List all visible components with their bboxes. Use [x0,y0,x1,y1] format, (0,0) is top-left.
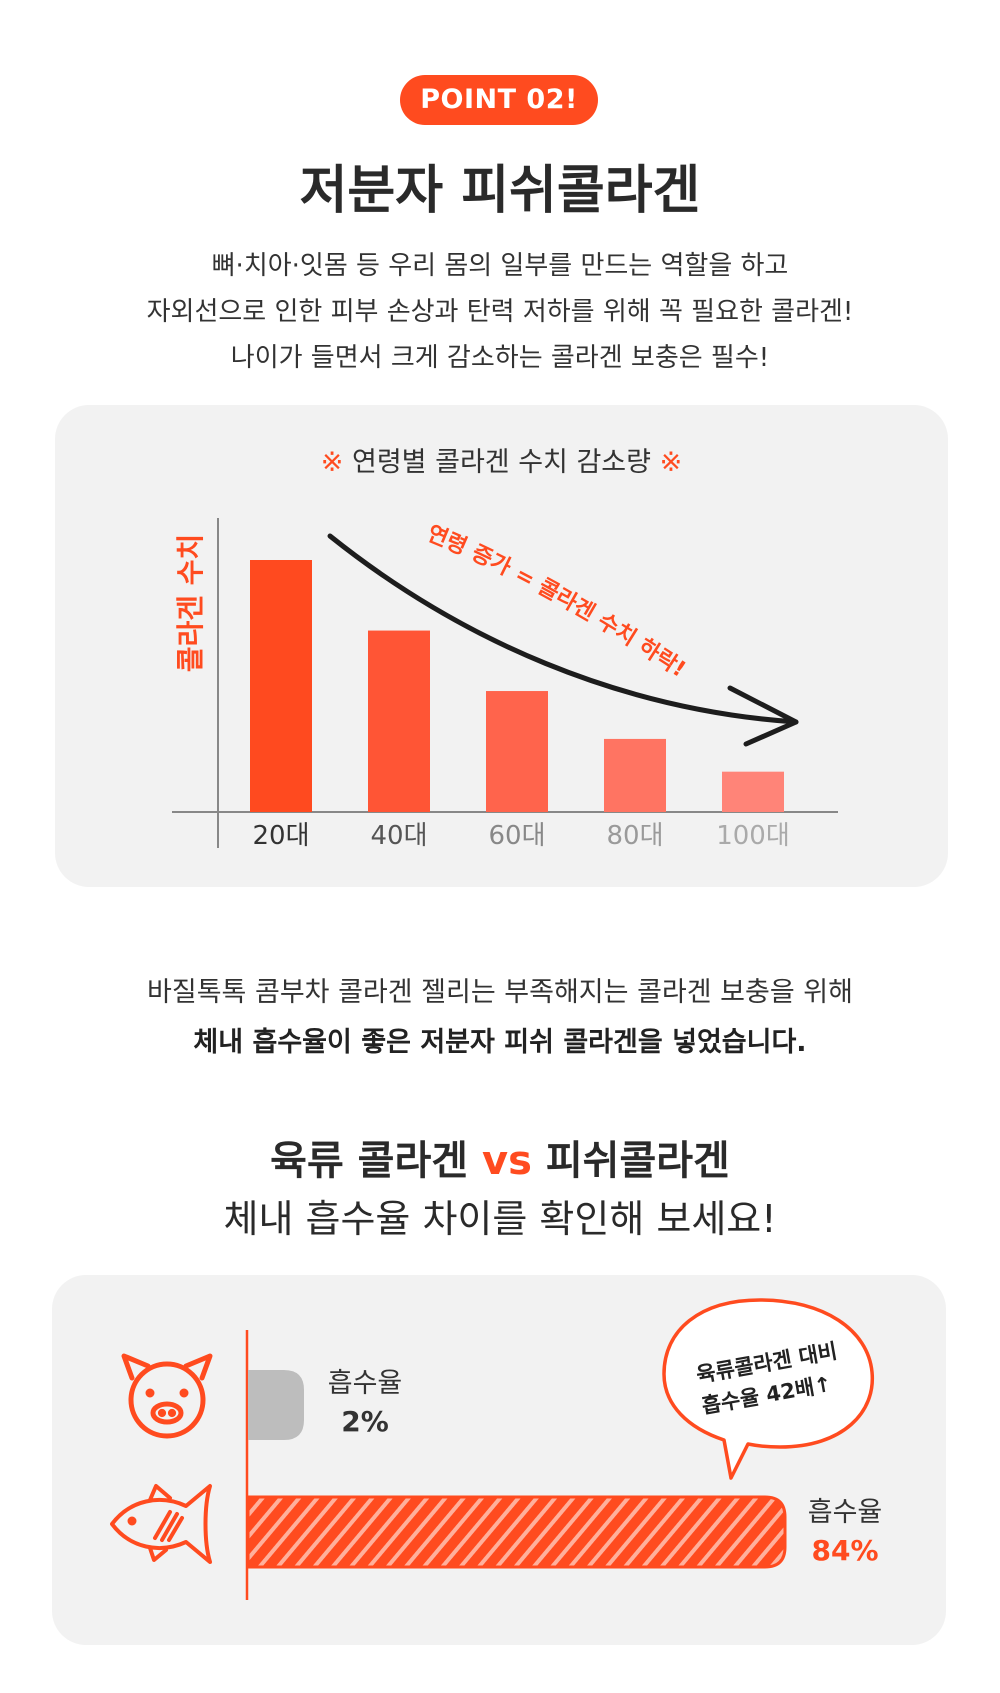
x-tick-label: 20대 [252,821,309,851]
comparison-subheading: 체내 흡수율 차이를 확인해 보세요! [223,1197,777,1241]
bar-100대 [722,771,784,812]
comparison-vs: vs [482,1138,532,1184]
speech-bubble: 육류콜라겐 대비 흡수율 42배↑ [662,1298,875,1480]
point-badge: POINT 02! [400,75,598,125]
chart-title: ※ 연령별 콜라겐 수치 감소량 ※ [55,440,948,479]
decrease-arrow-icon [327,533,799,725]
comparison-left: 육류 콜라겐 [270,1138,469,1184]
pork-absorption-label: 흡수율 2% [310,1365,420,1441]
intro-line: 나이가 들면서 크게 감소하는 콜라겐 보충은 필수! [230,343,770,373]
x-tick-label: 60대 [488,821,545,851]
x-tick-label: 80대 [606,821,663,851]
description-line-bold: 체내 흡수율이 좋은 저분자 피쉬 콜라겐을 넣었습니다. [193,1027,807,1058]
y-axis-label: 콜라겐 수치 [174,534,207,673]
absorption-value: 2% [341,1405,389,1438]
arrowhead-icon [727,685,799,747]
page-title: 저분자 피쉬콜라겐 [299,161,701,221]
reference-mark-icon: ※ [659,447,683,478]
bar-60대 [486,691,548,812]
absorption-bar-pig [248,1370,304,1440]
bar-20대 [250,560,312,812]
age-collagen-bar-chart: 20대 40대 60대 80대 100대 콜라겐 수치 연령 증가 = 콜라겐 수치 하… [172,518,838,851]
absorption-value: 84% [811,1534,879,1567]
reference-mark-icon: ※ [320,447,344,478]
absorption-name: 흡수율 [807,1497,883,1528]
x-tick-label: 40대 [370,821,427,851]
comparison-heading: 육류 콜라겐 vs 피쉬콜라겐 [0,1128,1000,1186]
description-line: 바질톡톡 콤부차 콜라겐 젤리는 부족해지는 콜라겐 보충을 위해 [147,977,853,1008]
bar-40대 [368,630,430,812]
x-tick-label: 100대 [716,821,790,851]
intro-line: 뼈·치아·잇몸 등 우리 몸의 일부를 만드는 역할을 하고 [211,251,789,281]
chart-title-text: 연령별 콜라겐 수치 감소량 [352,447,651,478]
description-paragraph: 바질톡톡 콤부차 콜라겐 젤리는 부족해지는 콜라겐 보충을 위해 체내 흡수율… [0,968,1000,1068]
bar-80대 [604,738,666,812]
comparison-right: 피쉬콜라겐 [545,1138,730,1184]
fish-absorption-label: 흡수율 84% [790,1494,900,1570]
intro-line: 자외선으로 인한 피부 손상과 탄력 저하를 위해 꼭 필요한 콜라겐! [146,297,854,327]
absorption-bar-fish [246,1495,787,1569]
absorption-name: 흡수율 [327,1368,403,1399]
fish-icon [110,1484,212,1564]
pig-icon [121,1353,213,1439]
intro-paragraph: 뼈·치아·잇몸 등 우리 몸의 일부를 만드는 역할을 하고 자외선으로 인한 … [0,243,1000,381]
